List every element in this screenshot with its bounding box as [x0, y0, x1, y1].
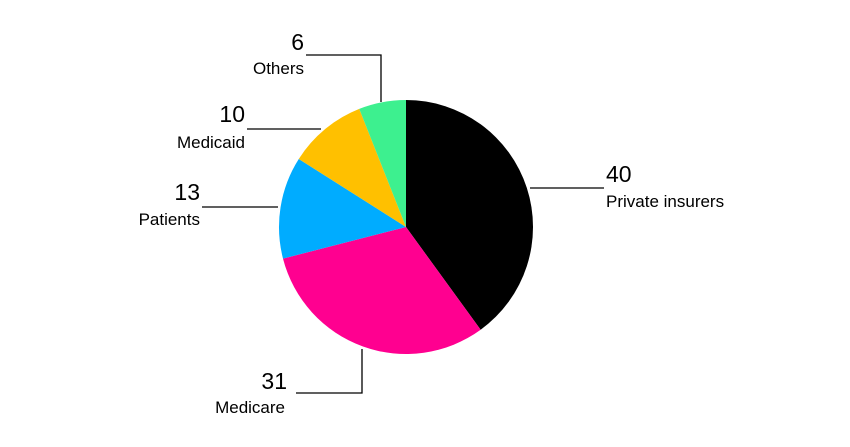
pie-annotations: 40 Private insurers 31 Medicare 13 Patients 10…	[139, 29, 725, 417]
pie-slice-patients	[279, 158, 406, 259]
data-label-value-medicaid: 10	[219, 101, 245, 127]
data-label-name-medicaid: Medicaid	[177, 133, 245, 152]
pie-slices	[279, 100, 534, 355]
pie-slice-medicare	[282, 227, 481, 355]
leader-line-medicare	[296, 349, 363, 394]
data-label-value-patients: 13	[174, 179, 200, 205]
data-label-name-patients: Patients	[139, 210, 200, 229]
data-label-value-medicare: 31	[261, 368, 287, 394]
data-label-value-others: 6	[291, 29, 304, 55]
data-label-value-private-insurers: 40	[606, 161, 632, 187]
data-label-name-private-insurers: Private insurers	[606, 192, 724, 211]
pie-slice-others	[359, 100, 406, 227]
data-label-name-medicare: Medicare	[215, 398, 285, 417]
pie-slice-private-insurers	[406, 100, 534, 330]
data-label-name-others: Others	[253, 59, 304, 78]
leader-line-others	[306, 54, 382, 102]
pie-slice-medicaid	[298, 108, 406, 227]
